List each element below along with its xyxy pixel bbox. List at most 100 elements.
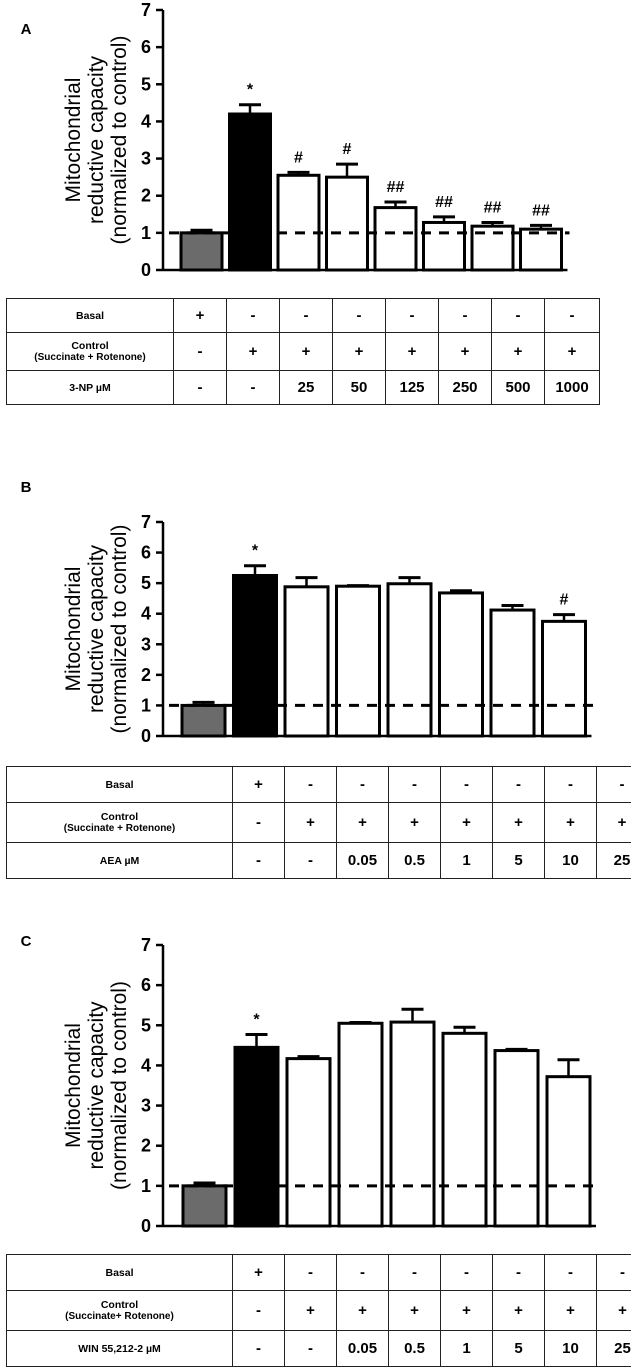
bar bbox=[545, 1075, 592, 1228]
y-tick-label: 6 bbox=[141, 543, 151, 563]
y-tick-label: 1 bbox=[141, 223, 151, 243]
table-cell: - bbox=[492, 1254, 545, 1291]
y-tick-label: 1 bbox=[141, 695, 151, 715]
table-row: Basal + - - - - - - - bbox=[6, 1254, 631, 1291]
y-tick-label: 7 bbox=[141, 512, 151, 532]
bar bbox=[541, 619, 587, 738]
table-cell: - bbox=[232, 802, 285, 843]
bar bbox=[373, 206, 418, 272]
row-label: WIN 55,212-2 µM bbox=[6, 1330, 233, 1367]
table-cell: + bbox=[492, 802, 545, 843]
table-cell: - bbox=[596, 1254, 631, 1291]
bar bbox=[276, 173, 321, 272]
bar bbox=[519, 227, 563, 272]
table-cell: + bbox=[544, 802, 597, 843]
y-tick-label: 5 bbox=[141, 573, 151, 593]
table-cell: - bbox=[544, 1254, 597, 1291]
panel-b: B Mitochondrialreductive capacity(normali… bbox=[0, 465, 631, 890]
table-cell: + bbox=[438, 332, 492, 371]
y-tick-label: 3 bbox=[141, 149, 151, 169]
bar bbox=[489, 608, 536, 738]
bar-chart: A Mitochondrialreductive capacity(normali… bbox=[21, 0, 570, 280]
table-cell: 10 bbox=[544, 842, 597, 879]
table-row: Basal + - - - - - - - bbox=[6, 298, 600, 333]
y-tick-label: 0 bbox=[141, 726, 151, 746]
table-cell: + bbox=[388, 802, 441, 843]
y-tick-label: 0 bbox=[141, 260, 151, 280]
table-cell: 500 bbox=[491, 370, 545, 405]
bar bbox=[493, 1049, 540, 1228]
y-tick-label: 7 bbox=[141, 935, 151, 955]
significance-label: * bbox=[253, 1012, 260, 1029]
y-tick-label: 3 bbox=[141, 634, 151, 654]
table-cell: - bbox=[232, 842, 285, 879]
table-cell: 0.5 bbox=[388, 1330, 441, 1367]
significance-label: ## bbox=[532, 202, 550, 219]
table-cell: + bbox=[232, 1254, 285, 1291]
table-cell: + bbox=[284, 802, 337, 843]
table-cell: 1000 bbox=[544, 370, 600, 405]
table-cell: - bbox=[440, 766, 493, 803]
y-tick-label: 6 bbox=[141, 975, 151, 995]
significance-label: * bbox=[247, 82, 254, 99]
table-cell: - bbox=[284, 842, 337, 879]
panel-letter: C bbox=[21, 933, 32, 950]
bar bbox=[386, 582, 433, 738]
table-row: Basal + - - - - - - - bbox=[6, 766, 631, 803]
y-axis-label: Mitochondrialreductive capacity(normaliz… bbox=[62, 525, 131, 734]
bar bbox=[232, 574, 278, 738]
y-tick-label: 2 bbox=[141, 186, 151, 206]
table-cell: 250 bbox=[438, 370, 492, 405]
table-cell: 1 bbox=[440, 1330, 493, 1367]
table-cell: + bbox=[544, 1290, 597, 1331]
row-label: AEA µM bbox=[6, 842, 233, 879]
significance-label: # bbox=[343, 141, 352, 158]
table-cell: + bbox=[336, 802, 389, 843]
y-tick-label: 1 bbox=[141, 1176, 151, 1196]
table-cell: - bbox=[596, 766, 631, 803]
y-tick-label: 6 bbox=[141, 37, 151, 57]
y-tick-label: 3 bbox=[141, 1096, 151, 1116]
y-tick-label: 4 bbox=[141, 1055, 151, 1075]
panel-a: A Mitochondrialreductive capacity(normali… bbox=[0, 0, 631, 415]
row-label: Control (Succinate+ Rotenone) bbox=[6, 1290, 233, 1331]
table-cell: - bbox=[491, 298, 545, 333]
table-cell: + bbox=[596, 1290, 631, 1331]
row-label: Basal bbox=[6, 766, 233, 803]
significance-label: # bbox=[294, 149, 303, 166]
significance-label: # bbox=[560, 592, 569, 609]
table-cell: - bbox=[232, 1290, 285, 1331]
bar bbox=[283, 585, 330, 738]
table-cell: - bbox=[385, 298, 439, 333]
table-cell: + bbox=[385, 332, 439, 371]
table-cell: - bbox=[336, 1254, 389, 1291]
row-label: 3-NP µM bbox=[6, 370, 174, 405]
table-row: Control (Succinate + Rotenone) - + + + + + + + bbox=[6, 332, 600, 371]
table-cell: + bbox=[440, 802, 493, 843]
bar bbox=[180, 703, 227, 738]
panel-letter: B bbox=[21, 479, 32, 496]
panel-c: C Mitochondrialreductive capacity(normali… bbox=[0, 929, 631, 1369]
table-cell: - bbox=[173, 332, 227, 371]
table-cell: - bbox=[388, 766, 441, 803]
table-row: 3-NP µM - -25 50 125 250 500 1000 bbox=[6, 370, 600, 405]
y-tick-label: 5 bbox=[141, 1015, 151, 1035]
table-cell: + bbox=[544, 332, 600, 371]
table-cell: 1 bbox=[440, 842, 493, 879]
bar-chart: B Mitochondrialreductive capacity(normali… bbox=[21, 479, 594, 746]
table-cell: - bbox=[284, 766, 337, 803]
table-cell: - bbox=[544, 766, 597, 803]
table-cell: - bbox=[226, 298, 280, 333]
table-cell: - bbox=[284, 1330, 337, 1367]
row-label: Basal bbox=[6, 1254, 233, 1291]
table-row: Control (Succinate+ Rotenone) - + + + + + + + bbox=[6, 1290, 631, 1331]
table-cell: - bbox=[336, 766, 389, 803]
significance-label: ## bbox=[435, 194, 453, 211]
table-cell: 0.05 bbox=[336, 842, 389, 879]
conditions-table: Basal + - - - - - - - Control (Succinate+ Rotenone… bbox=[6, 1254, 631, 1367]
significance-label: ## bbox=[387, 179, 405, 196]
bar bbox=[285, 1057, 332, 1228]
bar bbox=[335, 584, 381, 738]
table-cell: 25 bbox=[279, 370, 333, 405]
conditions-table: Basal + - - - - - - - Control (Succinate + Rotenon… bbox=[6, 766, 631, 879]
